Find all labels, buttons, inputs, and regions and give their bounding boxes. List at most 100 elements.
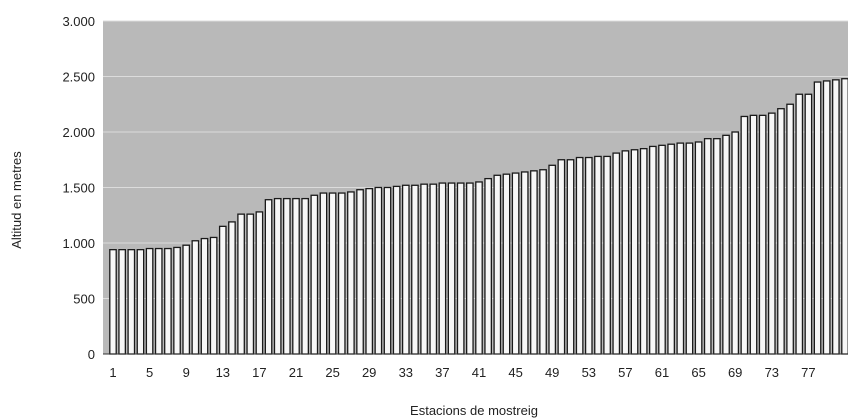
bar-38 — [447, 182, 456, 355]
bar-55 — [603, 155, 611, 355]
bar-19 — [273, 197, 282, 355]
bar-67 — [713, 138, 721, 355]
bar-40 — [465, 182, 474, 355]
y-tick-labels: 0 500 1.000 1.500 2.000 2.500 3.000 — [62, 14, 95, 362]
bar-54 — [594, 155, 602, 355]
bar-51 — [566, 159, 575, 355]
bar-34 — [411, 184, 419, 355]
bar-16 — [246, 213, 255, 355]
x-tick-label-25: 25 — [325, 365, 339, 380]
x-tick-label-73: 73 — [765, 365, 779, 380]
bar-9 — [182, 244, 191, 355]
bar-4 — [136, 249, 145, 355]
bar-14 — [228, 221, 236, 355]
bar-27 — [347, 191, 355, 355]
bar-72 — [758, 114, 767, 355]
y-tick-label-3: 1.500 — [62, 181, 95, 196]
bar-20 — [282, 197, 291, 355]
bar-undefined — [832, 79, 840, 355]
bar-66 — [703, 138, 712, 355]
x-tick-label-49: 49 — [545, 365, 559, 380]
bar-47 — [530, 170, 538, 355]
x-tick-label-77: 77 — [801, 365, 815, 380]
bar-46 — [520, 171, 529, 355]
bar-78 — [813, 81, 822, 355]
x-tick-label-65: 65 — [691, 365, 705, 380]
bar-30 — [374, 186, 383, 355]
bar-74 — [777, 108, 785, 355]
bar-61 — [658, 144, 666, 355]
y-tick-label-6: 3.000 — [62, 14, 95, 29]
bar-45 — [511, 172, 520, 355]
bar-71 — [749, 114, 758, 355]
bar-6 — [154, 247, 163, 355]
bar-42 — [484, 177, 493, 355]
bar-73 — [767, 112, 776, 355]
bar-37 — [438, 182, 447, 355]
bar-41 — [475, 181, 483, 355]
bar-70 — [740, 115, 749, 355]
bar-43 — [493, 174, 502, 355]
bar-56 — [612, 152, 621, 355]
bar-21 — [292, 197, 300, 355]
x-tick-label-9: 9 — [183, 365, 190, 380]
x-tick-label-69: 69 — [728, 365, 742, 380]
bar-26 — [337, 192, 346, 355]
x-tick-label-21: 21 — [289, 365, 303, 380]
x-tick-label-61: 61 — [655, 365, 669, 380]
bar-36 — [429, 183, 438, 355]
y-tick-label-5: 2.500 — [62, 70, 95, 85]
x-tick-label-5: 5 — [146, 365, 153, 380]
x-tick-label-57: 57 — [618, 365, 632, 380]
bar-8 — [173, 246, 181, 355]
bar-59 — [639, 147, 648, 355]
bar-29 — [365, 187, 374, 355]
bar-17 — [255, 211, 264, 355]
x-tick-label-13: 13 — [216, 365, 230, 380]
bar-64 — [685, 142, 694, 355]
bar-62 — [667, 143, 676, 355]
bar-25 — [328, 192, 337, 355]
bar-75 — [786, 103, 794, 355]
bar-63 — [676, 142, 685, 355]
x-tick-label-53: 53 — [582, 365, 596, 380]
y-tick-label-1: 500 — [73, 292, 95, 307]
bar-52 — [575, 156, 584, 355]
bar-15 — [237, 213, 245, 355]
x-tick-label-41: 41 — [472, 365, 486, 380]
x-tick-labels: 1 5 9 13 17 21 25 29 33 37 41 45 49 53 57 61 65 69 73 77 — [109, 365, 815, 380]
bar-32 — [392, 185, 401, 355]
bar-28 — [356, 189, 364, 355]
bar-7 — [164, 247, 172, 355]
y-tick-label-4: 2.000 — [62, 125, 95, 140]
bar-5 — [145, 247, 154, 355]
bar-44 — [502, 173, 511, 355]
bar-33 — [401, 184, 410, 355]
bar-58 — [630, 149, 639, 355]
x-tick-label-37: 37 — [435, 365, 449, 380]
bar-31 — [383, 186, 392, 355]
bar-48 — [539, 169, 547, 355]
y-axis-title: Altitud en metres — [9, 151, 24, 249]
x-tick-label-45: 45 — [508, 365, 522, 380]
x-tick-label-33: 33 — [399, 365, 413, 380]
bar-39 — [456, 182, 465, 355]
x-tick-label-29: 29 — [362, 365, 376, 380]
bar-23 — [310, 194, 319, 355]
bar-69 — [731, 131, 740, 355]
bar-68 — [722, 134, 730, 355]
bar-76 — [795, 93, 804, 355]
bar-49 — [548, 164, 557, 355]
bar-11 — [200, 237, 209, 355]
bar-undefined — [841, 78, 848, 355]
bar-18 — [264, 199, 273, 355]
bar-60 — [649, 145, 657, 355]
bar-13 — [218, 225, 227, 355]
bar-77 — [804, 93, 813, 355]
bars — [109, 78, 848, 355]
bar-24 — [319, 192, 328, 355]
x-tick-label-1: 1 — [109, 365, 116, 380]
bar-50 — [557, 159, 566, 355]
bar-1 — [109, 249, 117, 355]
bar-2 — [118, 249, 126, 355]
